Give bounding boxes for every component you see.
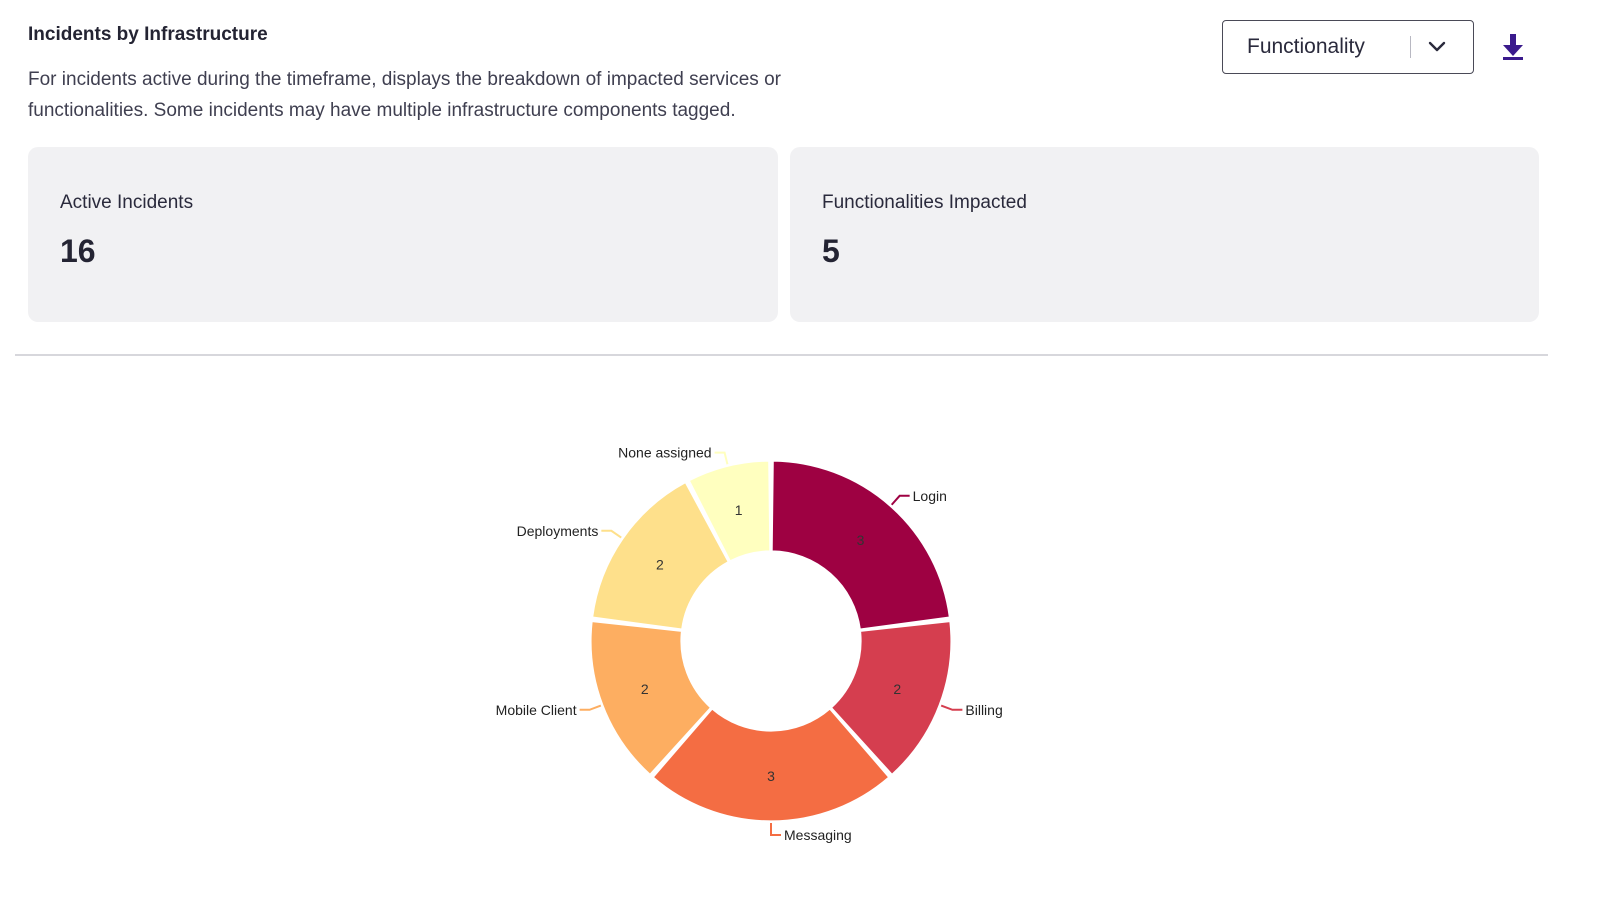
donut-value-label-billing: 2 [893, 681, 901, 697]
chevron-down-icon[interactable] [1427, 37, 1447, 57]
donut-value-label-none-assigned: 1 [735, 502, 743, 518]
donut-slice-messaging[interactable] [652, 708, 890, 822]
donut-slice-mobile-client[interactable] [590, 620, 712, 775]
donut-category-label-login: Login [913, 488, 947, 504]
donut-leader-line-none-assigned [714, 451, 729, 465]
grouping-dropdown-value: Functionality [1247, 35, 1365, 58]
donut-leader-line-deployments [601, 529, 622, 539]
donut-value-label-login: 3 [857, 532, 865, 548]
donut-leader-line-messaging [770, 823, 781, 836]
donut-value-label-mobile-client: 2 [641, 681, 649, 697]
functionalities-impacted-value: 5 [822, 233, 840, 269]
download-icon[interactable] [1500, 32, 1526, 62]
functionalities-impacted-card: Functionalities Impacted 5 [790, 147, 1539, 322]
dropdown-separator [1410, 36, 1411, 58]
donut-category-label-mobile-client: Mobile Client [496, 702, 577, 718]
donut-leader-line-login [890, 494, 910, 506]
active-incidents-label: Active Incidents [60, 192, 194, 213]
donut-category-label-messaging: Messaging [784, 827, 852, 843]
donut-category-label-deployments: Deployments [517, 523, 599, 539]
donut-category-label-none-assigned: None assigned [618, 445, 711, 461]
grouping-dropdown[interactable]: Functionality [1222, 20, 1474, 74]
donut-slice-deployments[interactable] [591, 482, 729, 630]
page-description: For incidents active during the timefram… [28, 69, 781, 121]
donut-leader-line-billing [940, 704, 963, 711]
donut-slice-billing[interactable] [830, 620, 952, 775]
donut-slice-login[interactable] [771, 460, 951, 630]
section-divider [15, 354, 1548, 356]
donut-value-label-messaging: 3 [767, 768, 775, 784]
active-incidents-value: 16 [60, 233, 96, 269]
donut-value-label-deployments: 2 [656, 556, 664, 572]
donut-leader-line-mobile-client [579, 704, 602, 711]
donut-category-label-billing: Billing [965, 702, 1002, 718]
donut-slice-none-assigned[interactable] [688, 460, 771, 562]
active-incidents-card: Active Incidents 16 [28, 147, 778, 322]
functionalities-impacted-label: Functionalities Impacted [822, 192, 1027, 213]
page-title: Incidents by Infrastructure [28, 24, 268, 45]
